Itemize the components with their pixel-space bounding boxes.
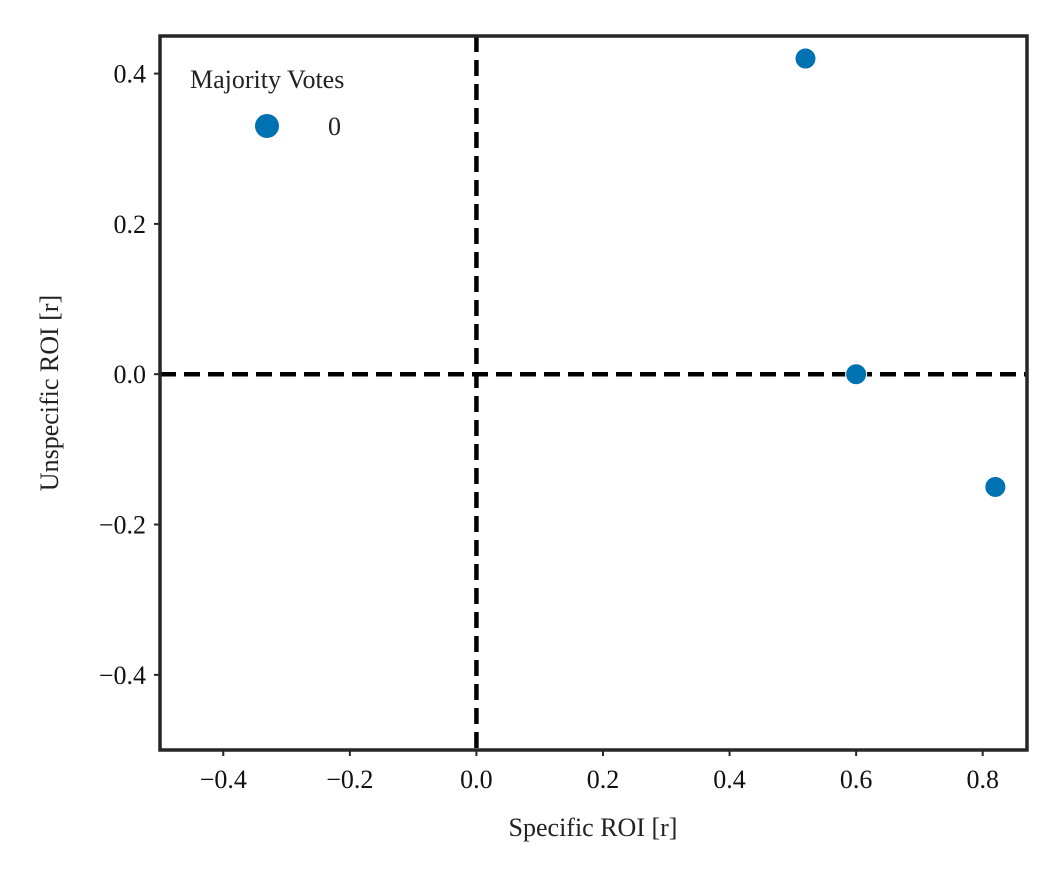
x-tick-label: 0.2 bbox=[587, 765, 620, 794]
legend-series-label: 0 bbox=[328, 112, 341, 141]
x-axis-ticks: −0.4 −0.2 0.0 0.2 0.4 0.6 0.8 bbox=[200, 750, 999, 794]
y-axis-ticks: −0.4 −0.2 0.0 0.2 0.4 bbox=[99, 60, 160, 690]
x-tick-label: 0.0 bbox=[460, 765, 493, 794]
data-point bbox=[984, 475, 1007, 498]
x-tick-label: 0.4 bbox=[713, 765, 746, 794]
data-point bbox=[845, 363, 868, 386]
y-tick-label: −0.4 bbox=[99, 661, 146, 690]
data-point bbox=[794, 47, 817, 70]
x-tick-label: 0.8 bbox=[966, 765, 999, 794]
x-tick-label: 0.6 bbox=[840, 765, 873, 794]
legend-marker bbox=[255, 114, 279, 138]
y-tick-label: 0.0 bbox=[114, 360, 147, 389]
y-tick-label: −0.2 bbox=[99, 511, 146, 540]
x-axis-label: Specific ROI [r] bbox=[509, 813, 678, 842]
data-points bbox=[794, 47, 1007, 498]
y-tick-label: 0.2 bbox=[114, 210, 147, 239]
y-tick-label: 0.4 bbox=[114, 60, 147, 89]
legend: Majority Votes 0 bbox=[190, 65, 344, 141]
reference-lines bbox=[160, 36, 1027, 750]
plot-frame bbox=[158, 34, 1029, 752]
legend-title: Majority Votes bbox=[190, 65, 344, 94]
x-tick-label: −0.4 bbox=[200, 765, 247, 794]
x-tick-label: −0.2 bbox=[326, 765, 373, 794]
y-axis-label: Unspecific ROI [r] bbox=[35, 295, 64, 491]
